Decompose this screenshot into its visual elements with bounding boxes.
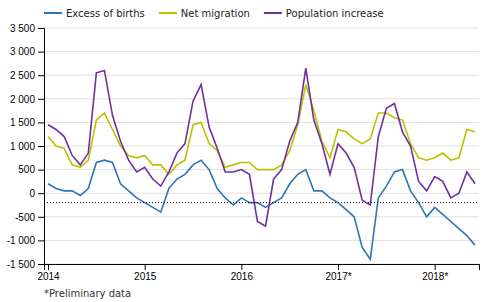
y-tick: 0 <box>29 188 44 199</box>
legend-item: Population increase <box>264 8 384 19</box>
legend-item: Excess of births <box>44 8 145 19</box>
y-tick-label: 3 500 <box>10 23 35 34</box>
x-tick: 2015 <box>134 264 157 282</box>
y-tick-label: 2 000 <box>10 94 35 105</box>
grid-line <box>44 216 479 217</box>
marks <box>44 68 479 259</box>
y-tick-label: 2 500 <box>10 70 35 81</box>
y-tick-mark <box>38 264 44 265</box>
x-tick: 2014 <box>37 264 60 282</box>
y-tick: 3 000 <box>10 46 44 57</box>
series-line <box>48 160 475 259</box>
y-tick-mark <box>38 170 44 171</box>
x-tick-label: 2016 <box>231 271 254 282</box>
legend-label: Population increase <box>286 8 384 19</box>
y-axis-line <box>38 29 45 265</box>
legend-label: Net migration <box>181 8 250 19</box>
grid-line <box>44 146 479 147</box>
y-tick-label: 3 000 <box>10 46 35 57</box>
x-tick-mark <box>145 264 146 270</box>
y-tick-mark <box>38 122 44 123</box>
y-tick-mark <box>38 146 44 147</box>
grid-line <box>44 193 479 194</box>
y-tick-mark <box>38 52 44 53</box>
y-tick-label: -1 500 <box>7 259 36 270</box>
y-tick: 500 <box>18 164 44 175</box>
y-tick-mark <box>38 240 44 241</box>
y-tick-label: -1 000 <box>7 235 36 246</box>
y-tick: 3 500 <box>10 23 44 34</box>
grid <box>44 28 479 264</box>
x-tick-mark <box>435 264 436 270</box>
grid-line <box>44 240 479 241</box>
y-tick-label: 500 <box>18 164 35 175</box>
x-tick-label: 2015 <box>134 271 157 282</box>
x-tick-label: 2018* <box>422 271 448 282</box>
x-tick: 2017* <box>325 264 351 282</box>
legend: Excess of births Net migration Population … <box>44 8 384 19</box>
y-tick: -500 <box>15 212 44 223</box>
legend-label: Excess of births <box>66 8 145 19</box>
legend-swatch <box>264 12 282 14</box>
y-tick-label: 1 500 <box>10 117 35 128</box>
plot: -1 500 -1 000 -500 0 500 1 000 1 500 2 000 2 500… <box>7 23 480 282</box>
grid-line <box>44 51 479 52</box>
y-tick-label: 0 <box>29 188 35 199</box>
y-tick-label: -500 <box>15 212 35 223</box>
chart: -1 500 -1 000 -500 0 500 1 000 1 500 2 000 2 500… <box>0 0 491 302</box>
y-tick-mark <box>38 28 44 29</box>
legend-swatch <box>159 12 177 14</box>
x-tick-label: 2014 <box>37 271 60 282</box>
x-axis: 2014 2015 2016 2017* 2018* <box>37 264 479 282</box>
y-tick-label: 1 000 <box>10 141 35 152</box>
y-tick: -1 000 <box>7 235 44 246</box>
y-tick-mark <box>38 99 44 100</box>
y-tick-mark <box>38 217 44 218</box>
x-tick: 2016 <box>231 264 254 282</box>
x-tick-mark <box>338 264 339 270</box>
x-tick: 2018* <box>422 264 448 282</box>
grid-line <box>44 28 479 29</box>
legend-item: Net migration <box>159 8 250 19</box>
legend-swatch <box>44 12 62 14</box>
y-tick-mark <box>38 193 44 194</box>
x-tick-mark <box>241 264 242 270</box>
y-tick: 2 500 <box>10 70 44 81</box>
y-tick: 1 500 <box>10 117 44 128</box>
y-axis: -1 500 -1 000 -500 0 500 1 000 1 500 2 000 2 500… <box>7 23 45 270</box>
series-line <box>48 85 475 175</box>
grid-line <box>44 75 479 76</box>
reference-line <box>44 202 479 203</box>
x-tick-label: 2017* <box>325 271 351 282</box>
x-axis-line <box>45 265 480 271</box>
footnote: *Preliminary data <box>44 288 131 299</box>
x-tick-mark <box>48 264 49 270</box>
y-tick: 2 000 <box>10 94 44 105</box>
y-tick: -1 500 <box>7 259 44 270</box>
y-tick: 1 000 <box>10 141 44 152</box>
y-tick-mark <box>38 75 44 76</box>
